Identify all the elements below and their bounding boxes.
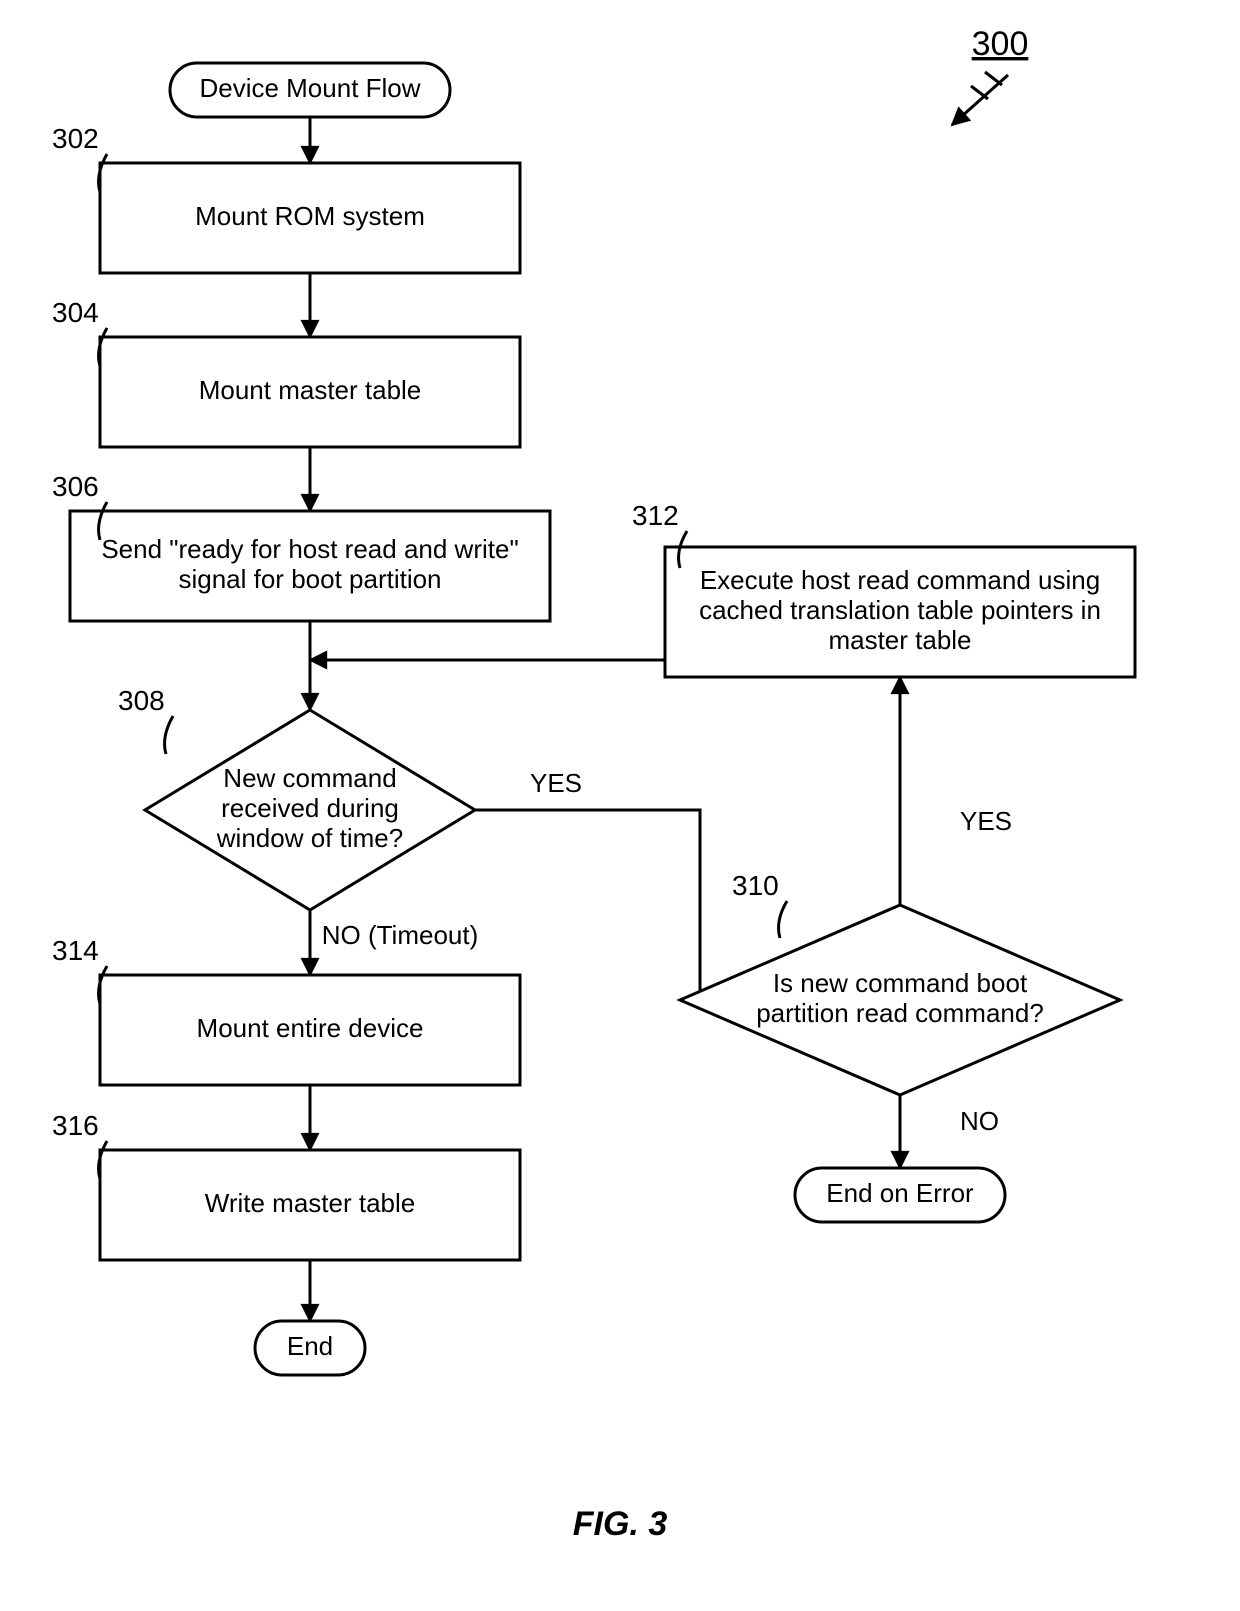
ref-tail xyxy=(165,716,173,754)
node-text: Mount ROM system xyxy=(195,201,425,231)
node-enderr: End on Error xyxy=(795,1168,1005,1222)
ref-label-302: 302 xyxy=(52,123,99,154)
ref-label-304: 304 xyxy=(52,297,99,328)
node-text: master table xyxy=(828,625,971,655)
node-n314: Mount entire device xyxy=(100,975,520,1085)
node-start: Device Mount Flow xyxy=(170,63,450,117)
node-text: cached translation table pointers in xyxy=(699,595,1101,625)
edge-label: NO xyxy=(960,1106,999,1136)
node-text: Device Mount Flow xyxy=(199,73,420,103)
node-d308: New commandreceived duringwindow of time… xyxy=(145,710,475,910)
figure-caption: FIG. 3 xyxy=(573,1505,668,1543)
node-end: End xyxy=(255,1321,365,1375)
node-text: New command xyxy=(223,763,396,793)
node-text: Write master table xyxy=(205,1188,415,1218)
node-n316: Write master table xyxy=(100,1150,520,1260)
flow-edge xyxy=(475,810,745,1000)
figure-ref-tick xyxy=(985,72,1002,85)
edge-label: YES xyxy=(960,806,1012,836)
node-text: Mount entire device xyxy=(197,1013,424,1043)
ref-tail xyxy=(779,901,787,938)
node-text: received during xyxy=(221,793,399,823)
nodes-group: Device Mount Flow Mount ROM system Mount m… xyxy=(70,63,1135,1375)
ref-label-310: 310 xyxy=(732,870,779,901)
node-n312: Execute host read command usingcached tr… xyxy=(665,547,1135,677)
node-n304: Mount master table xyxy=(100,337,520,447)
ref-label-306: 306 xyxy=(52,471,99,502)
ref-label-314: 314 xyxy=(52,935,99,966)
node-text: Execute host read command using xyxy=(700,565,1100,595)
edge-label: NO (Timeout) xyxy=(322,920,479,950)
figure-ref: 300 xyxy=(952,25,1028,125)
ref-label-316: 316 xyxy=(52,1110,99,1141)
node-text: partition read command? xyxy=(756,998,1044,1028)
node-n302: Mount ROM system xyxy=(100,163,520,273)
node-text: window of time? xyxy=(216,823,403,853)
figure-ref-tick xyxy=(971,86,988,99)
flowchart-canvas: NO (Timeout) YES YES NO Device Mount Flow Mou… xyxy=(0,0,1240,1611)
ref-label-312: 312 xyxy=(632,500,679,531)
node-text: End xyxy=(287,1331,333,1361)
ref-label-308: 308 xyxy=(118,685,165,716)
node-n306: Send "ready for host read and write"sign… xyxy=(70,511,550,621)
node-d310: Is new command bootpartition read comman… xyxy=(680,905,1120,1095)
edge-label: YES xyxy=(530,768,582,798)
node-text: Is new command boot xyxy=(773,968,1028,998)
edges-group: NO (Timeout) YES YES NO xyxy=(310,117,1012,1321)
node-text: Send "ready for host read and write" xyxy=(101,534,518,564)
node-text: signal for boot partition xyxy=(178,564,441,594)
figure-ref-number: 300 xyxy=(972,25,1029,63)
node-text: End on Error xyxy=(826,1178,974,1208)
node-text: Mount master table xyxy=(199,375,422,405)
